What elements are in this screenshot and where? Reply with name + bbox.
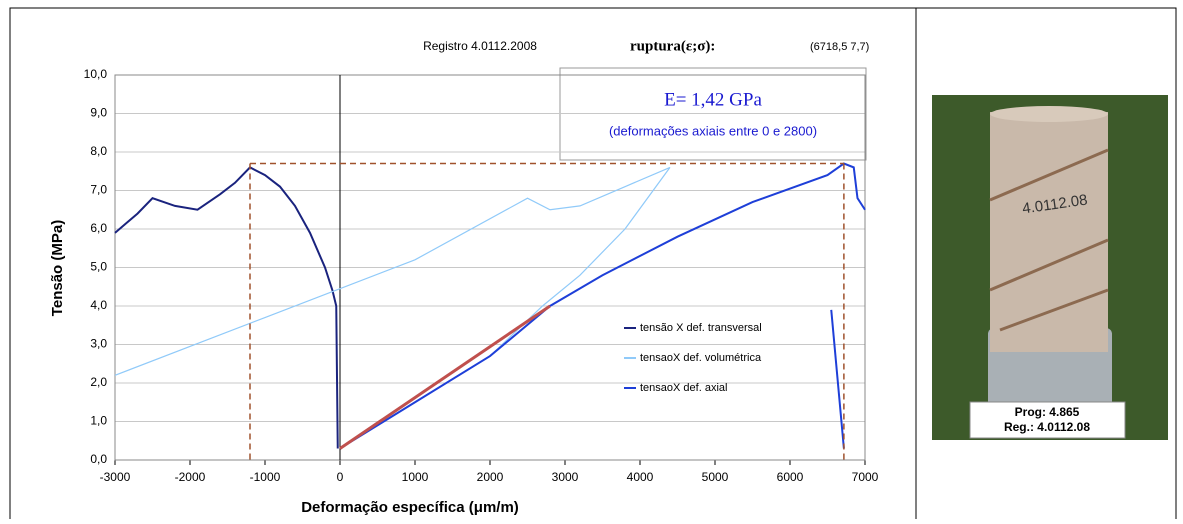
data-line [339, 162, 866, 450]
legend-label: tensaoX def. volumétrica [640, 352, 762, 364]
legend-label: tensão X def. transversal [640, 322, 762, 334]
x-tick-label: -1000 [250, 470, 281, 484]
x-tick-label: 6000 [777, 470, 804, 484]
x-tick-label: 5000 [702, 470, 729, 484]
chart-title: Registro 4.0112.2008 [423, 39, 537, 53]
y-tick-label: 2,0 [90, 375, 107, 389]
x-tick-label: 3000 [552, 470, 579, 484]
x-tick-label: -3000 [100, 470, 131, 484]
rock-specimen [990, 112, 1108, 352]
y-tick-label: 6,0 [90, 221, 107, 235]
photo-label-line: Prog: 4.865 [1015, 405, 1080, 419]
y-axis-title: Tensão (MPa) [49, 220, 66, 316]
legend-label: tensaoX def. axial [640, 382, 727, 394]
table-frame [9, 7, 1177, 524]
x-tick-label: -2000 [175, 470, 206, 484]
annotation-title: E= 1,42 GPa [664, 89, 762, 110]
photo-label-line: Reg.: 4.0112.08 [1004, 420, 1090, 434]
rupture-label: ruptura(ε;σ): [630, 38, 715, 54]
data-line [114, 166, 339, 449]
x-tick-label: 1000 [402, 470, 429, 484]
fit-line [339, 304, 551, 450]
x-tick-label: 0 [337, 470, 344, 484]
plot-frame [114, 74, 866, 461]
y-tick-label: 8,0 [90, 144, 107, 158]
y-tick-label: 3,0 [90, 337, 107, 351]
rupture-value: (6718,5 7,7) [810, 41, 869, 53]
annotation-subtitle: (deformações axiais entre 0 e 2800) [609, 123, 817, 138]
y-tick-label: 7,0 [90, 183, 107, 197]
y-tick-label: 9,0 [90, 106, 107, 120]
x-tick-label: 4000 [627, 470, 654, 484]
photo-label [969, 401, 1126, 439]
y-tick-label: 4,0 [90, 298, 107, 312]
x-tick-label: 7000 [852, 470, 879, 484]
y-tick-label: 1,0 [90, 414, 107, 428]
y-tick-label: 5,0 [90, 260, 107, 274]
y-tick-label: 0,0 [90, 452, 107, 466]
x-tick-label: 2000 [477, 470, 504, 484]
photo: 4.0112.08 Prog: 4.865 Reg.: 4.0112.08 [932, 95, 1168, 440]
specimen-top [990, 106, 1108, 122]
rock-veins [989, 148, 1109, 332]
x-axis-title: Deformação específica (μm/m) [301, 499, 519, 516]
y-tick-label: 10,0 [84, 67, 108, 81]
